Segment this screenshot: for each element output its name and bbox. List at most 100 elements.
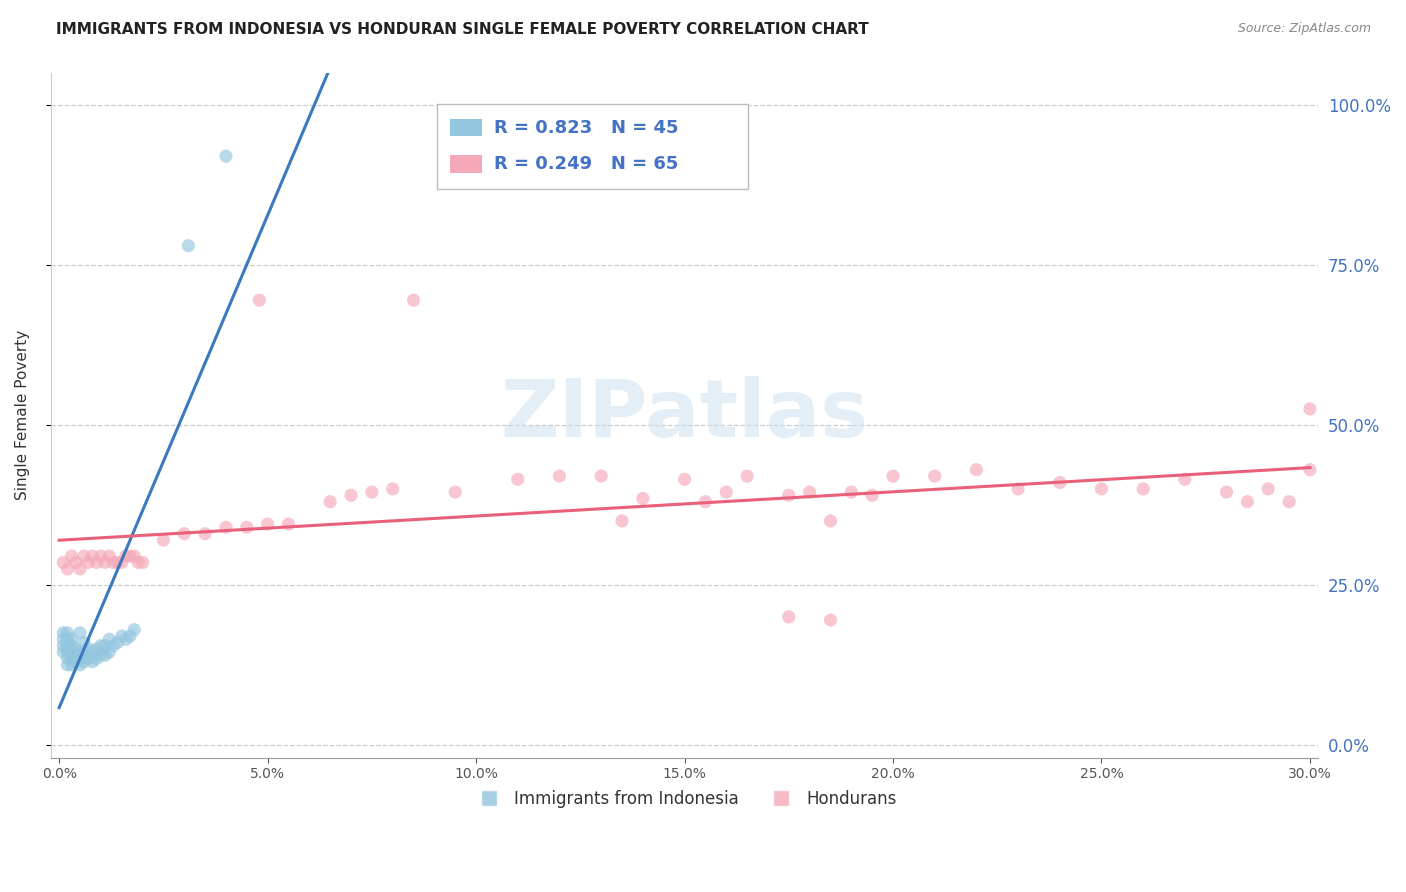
Text: Source: ZipAtlas.com: Source: ZipAtlas.com: [1237, 22, 1371, 36]
Point: [778, 610, 800, 624]
Point: [1215, 485, 1237, 500]
Point: [60, 657, 83, 672]
Point: [1257, 482, 1279, 496]
Point: [52, 556, 75, 570]
Text: R = 0.249   N = 65: R = 0.249 N = 65: [495, 155, 679, 173]
Bar: [450, 120, 482, 136]
Text: ZIPatlas: ZIPatlas: [501, 376, 869, 454]
Point: [65, 648, 87, 663]
Point: [820, 613, 842, 627]
Point: [1007, 482, 1029, 496]
Point: [1320, 456, 1343, 470]
Point: [52, 632, 75, 647]
Point: [73, 635, 96, 649]
Point: [65, 655, 87, 669]
Point: [56, 632, 79, 647]
Point: [591, 469, 613, 483]
Point: [111, 629, 134, 643]
Point: [60, 632, 83, 647]
Point: [60, 645, 83, 659]
Point: [236, 520, 259, 534]
Point: [82, 549, 104, 563]
Point: [52, 645, 75, 659]
Point: [695, 494, 717, 508]
Point: [247, 293, 270, 307]
Point: [1132, 482, 1154, 496]
Point: [860, 488, 883, 502]
Point: [90, 549, 112, 563]
Point: [60, 639, 83, 653]
Point: [381, 482, 404, 496]
Point: [69, 651, 91, 665]
Point: [65, 556, 87, 570]
Point: [610, 514, 633, 528]
Point: [94, 639, 117, 653]
Point: [115, 549, 138, 563]
Point: [277, 517, 299, 532]
Point: [506, 472, 529, 486]
Point: [77, 641, 100, 656]
Point: [173, 526, 195, 541]
Point: [122, 623, 145, 637]
Point: [194, 526, 217, 541]
Point: [340, 488, 363, 502]
Point: [60, 549, 83, 563]
Point: [631, 491, 654, 506]
Point: [778, 488, 800, 502]
Point: [98, 645, 121, 659]
Point: [924, 469, 946, 483]
Point: [673, 472, 696, 486]
Point: [107, 556, 129, 570]
Point: [799, 485, 821, 500]
Text: IMMIGRANTS FROM INDONESIA VS HONDURAN SINGLE FEMALE POVERTY CORRELATION CHART: IMMIGRANTS FROM INDONESIA VS HONDURAN SI…: [56, 22, 869, 37]
Point: [69, 562, 91, 576]
Text: R = 0.823   N = 45: R = 0.823 N = 45: [495, 119, 679, 136]
Point: [820, 514, 842, 528]
Point: [111, 556, 134, 570]
Point: [1299, 401, 1322, 416]
Point: [1174, 472, 1197, 486]
Point: [82, 645, 104, 659]
Point: [256, 517, 278, 532]
Point: [73, 549, 96, 563]
Point: [107, 635, 129, 649]
Point: [90, 648, 112, 663]
Point: [82, 655, 104, 669]
Point: [98, 632, 121, 647]
Point: [69, 645, 91, 659]
Point: [56, 639, 79, 653]
Point: [56, 625, 79, 640]
Point: [118, 629, 141, 643]
Point: [1299, 463, 1322, 477]
Point: [86, 641, 108, 656]
Point: [444, 485, 467, 500]
Point: [56, 562, 79, 576]
Point: [94, 648, 117, 663]
Point: [56, 651, 79, 665]
Point: [65, 641, 87, 656]
Point: [716, 485, 738, 500]
Point: [360, 485, 382, 500]
Point: [56, 657, 79, 672]
Point: [839, 485, 862, 500]
Point: [73, 655, 96, 669]
Point: [965, 463, 987, 477]
Point: [127, 556, 149, 570]
Point: [77, 651, 100, 665]
FancyBboxPatch shape: [437, 103, 748, 189]
Point: [548, 469, 571, 483]
Point: [98, 549, 121, 563]
Point: [122, 549, 145, 563]
Point: [103, 639, 125, 653]
Point: [118, 549, 141, 563]
Point: [131, 556, 153, 570]
Point: [94, 556, 117, 570]
Point: [735, 469, 758, 483]
Point: [69, 657, 91, 672]
Point: [52, 625, 75, 640]
Legend: Immigrants from Indonesia, Hondurans: Immigrants from Indonesia, Hondurans: [467, 783, 903, 814]
Point: [115, 632, 138, 647]
Point: [882, 469, 904, 483]
Point: [402, 293, 425, 307]
Point: [1236, 494, 1258, 508]
